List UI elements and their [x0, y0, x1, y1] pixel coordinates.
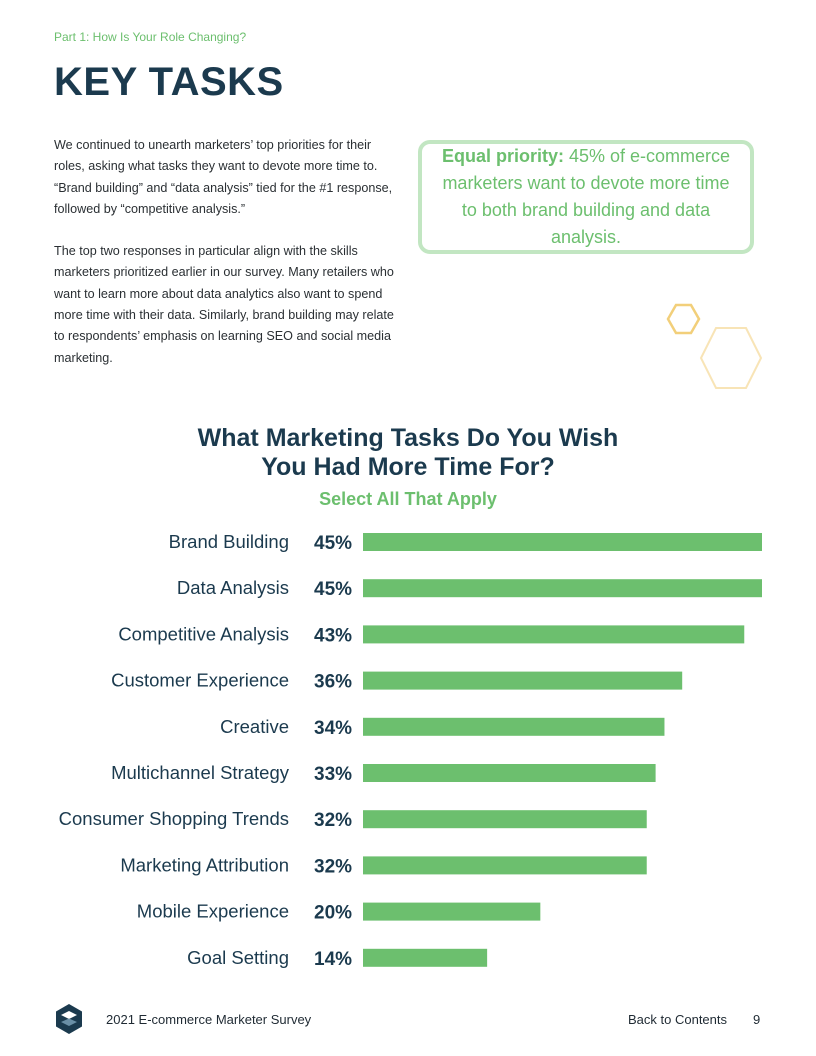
page-number: 9 — [753, 1012, 761, 1027]
chart-title-line-2: You Had More Time For? — [261, 453, 555, 481]
category-label: Multichannel Strategy — [111, 762, 290, 783]
value-label: 45% — [314, 579, 352, 600]
bar — [363, 764, 656, 782]
category-label: Mobile Experience — [137, 901, 289, 922]
value-label: 34% — [314, 718, 352, 739]
small-hexagon-icon — [666, 303, 701, 335]
value-label: 33% — [314, 764, 352, 785]
value-label: 36% — [314, 672, 352, 693]
category-label: Goal Setting — [187, 947, 289, 968]
chart-subtitle: Select All That Apply — [319, 489, 497, 509]
hexagon-decoration-icon — [666, 303, 763, 389]
large-hexagon-icon — [699, 327, 763, 389]
bar — [363, 902, 541, 921]
footer-title: 2021 E-commerce Marketer Survey — [106, 1012, 312, 1027]
value-label: 43% — [314, 625, 352, 646]
category-label: Consumer Shopping Trends — [59, 808, 289, 829]
bar — [363, 579, 762, 598]
bar — [363, 856, 647, 875]
category-label: Customer Experience — [111, 670, 289, 691]
category-label: Marketing Attribution — [120, 854, 289, 875]
category-label: Competitive Analysis — [118, 623, 289, 644]
bar — [363, 625, 745, 644]
bar — [363, 948, 488, 967]
category-label: Data Analysis — [177, 577, 289, 598]
value-label: 32% — [314, 810, 352, 831]
intro-text: We continued to unearth marketers’ top p… — [54, 135, 404, 390]
category-label: Creative — [220, 716, 289, 737]
chart-title: What Marketing Tasks Do You Wish You Had… — [0, 424, 816, 482]
bar — [363, 533, 762, 551]
callout-text: 45% of e-commerce marketers want to devo… — [442, 146, 731, 247]
page-title: KEY TASKS — [54, 60, 284, 104]
value-label: 32% — [314, 856, 352, 877]
bar — [363, 717, 665, 736]
callout-bold: Equal priority: — [441, 146, 564, 166]
bar — [363, 810, 647, 829]
hexagon-logo-icon — [56, 1004, 82, 1034]
bar — [363, 671, 683, 690]
paragraph-1: We continued to unearth marketers’ top p… — [54, 138, 393, 216]
bar-chart: Brand Building 45% Data Analysis 45% Competi… — [59, 531, 762, 970]
paragraph-2: The top two responses in particular alig… — [54, 244, 394, 365]
chart-title-line-1: What Marketing Tasks Do You Wish — [197, 424, 619, 452]
section-label: Part 1: How Is Your Role Changing? — [54, 30, 247, 44]
callout-box: Equal priority: 45% of e-commerce market… — [418, 140, 754, 254]
value-label: 20% — [314, 903, 352, 924]
back-to-contents-link[interactable]: Back to Contents — [628, 1012, 727, 1027]
value-label: 14% — [314, 949, 352, 970]
value-label: 45% — [314, 533, 352, 554]
category-label: Brand Building — [169, 531, 289, 552]
